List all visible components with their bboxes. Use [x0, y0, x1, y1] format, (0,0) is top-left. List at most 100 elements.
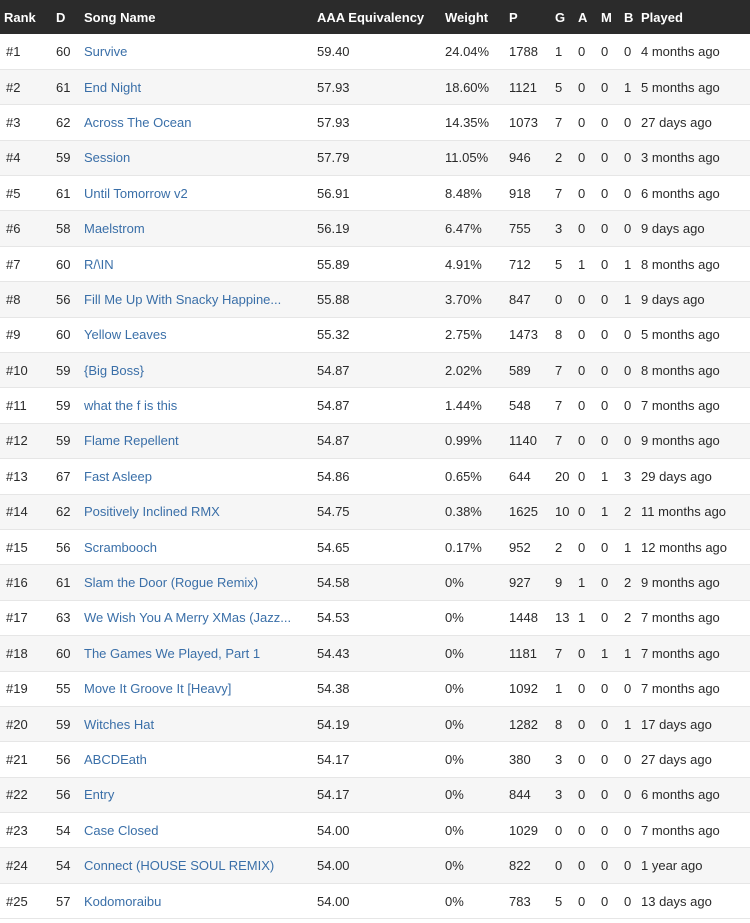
table-row: #21 56 ABCDEath 54.17 0% 380 3 0 0 0 27 days ago — [0, 742, 750, 778]
weight-cell: 0% — [445, 893, 464, 909]
a-cell: 0 — [578, 398, 586, 414]
rank-cell: #21 — [6, 752, 28, 767]
column-header-song-name[interactable]: Song Name — [84, 9, 156, 25]
b-cell: 0 — [624, 221, 632, 237]
p-cell: 712 — [509, 256, 531, 272]
song-name-link[interactable]: The Games We Played, Part 1 — [84, 645, 261, 661]
played-cell: 6 months ago — [641, 787, 720, 803]
p-cell: 952 — [509, 539, 531, 555]
aaa-equivalency-cell: 56.19 — [317, 221, 350, 237]
song-name-link[interactable]: Move It Groove It [Heavy] — [84, 681, 232, 697]
rank-cell: #14 — [6, 504, 28, 520]
column-header-m[interactable]: M — [601, 9, 612, 25]
column-header-played[interactable]: Played — [641, 9, 683, 25]
song-name-link[interactable]: R/\IN — [84, 256, 114, 272]
column-header-difficulty[interactable]: D — [56, 9, 66, 25]
song-name-link[interactable]: Flame Repellent — [84, 433, 179, 449]
difficulty-cell: 56 — [56, 291, 71, 307]
p-cell: 380 — [509, 752, 531, 767]
weight-cell: 0% — [445, 575, 464, 591]
song-name-cell: R/\IN — [84, 246, 317, 281]
table-row: #13 67 Fast Asleep 54.86 0.65% 644 20 0 1 3 29 day… — [0, 459, 750, 495]
g-cell: 7 — [555, 433, 563, 449]
difficulty-cell: 54 — [56, 822, 71, 838]
song-name-link[interactable]: Survive — [84, 43, 128, 59]
played-cell: 13 days ago — [641, 893, 712, 909]
song-name-link[interactable]: Across The Ocean — [84, 114, 192, 130]
song-name-cell: Positively Inclined RMX — [84, 494, 317, 529]
song-name-link[interactable]: Session — [84, 150, 131, 166]
g-cell: 3 — [555, 787, 563, 803]
aaa-equivalency-cell: 55.89 — [317, 256, 350, 272]
song-name-link[interactable]: Maelstrom — [84, 221, 145, 237]
rank-cell: #7 — [6, 256, 21, 272]
column-header-p[interactable]: P — [509, 9, 518, 25]
played-cell: 9 days ago — [641, 221, 705, 237]
song-name-link[interactable]: what the f is this — [84, 398, 178, 414]
song-name-link[interactable]: End Night — [84, 79, 142, 95]
song-name-link[interactable]: Fast Asleep — [84, 468, 152, 484]
song-name-link[interactable]: Until Tomorrow v2 — [84, 185, 188, 201]
b-cell: 2 — [624, 575, 632, 591]
column-header-weight[interactable]: Weight — [445, 9, 489, 25]
song-name-link[interactable]: Entry — [84, 787, 115, 803]
m-cell: 1 — [601, 468, 609, 484]
song-name-link[interactable]: Kodomoraibu — [84, 893, 162, 909]
aaa-equivalency-cell: 57.79 — [317, 150, 350, 166]
song-name-link[interactable]: ABCDEath — [84, 752, 147, 767]
weight-cell: 1.44% — [445, 398, 482, 414]
column-header-rank[interactable]: Rank — [4, 9, 36, 25]
b-cell: 0 — [624, 433, 632, 449]
aaa-equivalency-cell: 54.53 — [317, 610, 350, 626]
p-cell: 1121 — [509, 79, 537, 95]
aaa-equivalency-cell: 54.00 — [317, 893, 350, 909]
weight-cell: 0% — [445, 858, 464, 874]
song-name-link[interactable]: Witches Hat — [84, 716, 155, 732]
rank-cell: #8 — [6, 291, 21, 307]
b-cell: 1 — [624, 645, 632, 661]
b-cell: 1 — [624, 256, 632, 272]
b-cell: 3 — [624, 468, 632, 484]
column-header-g[interactable]: G — [555, 9, 566, 25]
b-cell: 0 — [624, 893, 632, 909]
song-name-link[interactable]: Fill Me Up With Snacky Happine... — [84, 291, 282, 307]
difficulty-cell: 61 — [56, 185, 71, 201]
a-cell: 0 — [578, 752, 586, 767]
g-cell: 5 — [555, 893, 563, 909]
aaa-equivalency-cell: 59.40 — [317, 43, 350, 59]
weight-cell: 0% — [445, 787, 464, 803]
song-name-link[interactable]: Case Closed — [84, 822, 159, 838]
column-header-aaa-equivalency[interactable]: AAA Equivalency — [317, 9, 425, 25]
g-cell: 7 — [555, 645, 563, 661]
p-cell: 755 — [509, 221, 531, 237]
p-cell: 847 — [509, 291, 531, 307]
table-row: #1 60 Survive 59.40 24.04% 1788 1 0 0 0 4 months a… — [0, 34, 750, 70]
g-cell: 3 — [555, 221, 563, 237]
rank-cell: #11 — [6, 398, 27, 414]
aaa-equivalency-cell: 54.58 — [317, 575, 350, 591]
song-name-link[interactable]: Yellow Leaves — [84, 327, 167, 343]
rank-cell: #17 — [6, 610, 28, 626]
rank-cell: #5 — [6, 185, 21, 201]
column-header-b[interactable]: B — [624, 9, 634, 25]
a-cell: 0 — [578, 79, 586, 95]
weight-cell: 18.60% — [445, 79, 490, 95]
song-name-link[interactable]: {Big Boss} — [84, 362, 144, 378]
m-cell: 0 — [601, 291, 609, 307]
p-cell: 1029 — [509, 822, 538, 838]
song-name-link[interactable]: Scrambooch — [84, 539, 157, 555]
played-cell: 7 months ago — [641, 398, 720, 414]
difficulty-cell: 60 — [56, 43, 71, 59]
song-name-link[interactable]: Connect (HOUSE SOUL REMIX) — [84, 858, 275, 874]
a-cell: 0 — [578, 539, 586, 555]
g-cell: 10 — [555, 504, 570, 520]
song-name-link[interactable]: Positively Inclined RMX — [84, 504, 220, 520]
g-cell: 0 — [555, 291, 563, 307]
column-header-a[interactable]: A — [578, 9, 588, 25]
played-cell: 17 days ago — [641, 716, 712, 732]
song-name-link[interactable]: Slam the Door (Rogue Remix) — [84, 575, 259, 591]
song-name-link[interactable]: We Wish You A Merry XMas (Jazz... — [84, 610, 292, 626]
song-name-cell: Move It Groove It [Heavy] — [84, 671, 317, 706]
a-cell: 0 — [578, 681, 586, 697]
b-cell: 0 — [624, 822, 632, 838]
